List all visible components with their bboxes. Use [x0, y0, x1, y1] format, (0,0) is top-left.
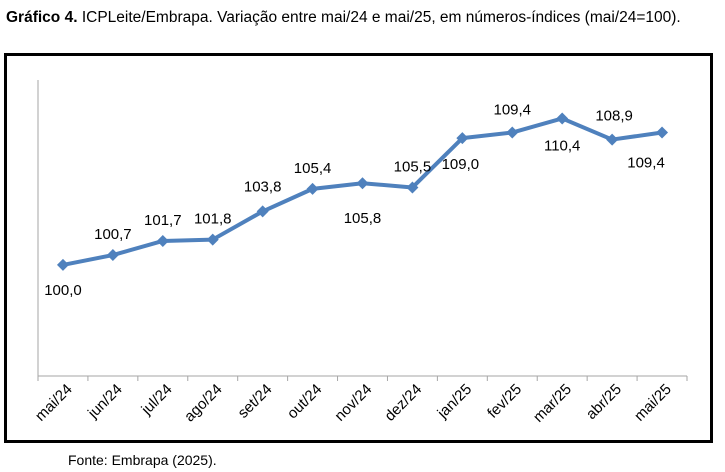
data-point-marker	[106, 249, 119, 262]
data-point-marker	[256, 205, 269, 218]
x-tick-label: jan/25	[434, 381, 476, 423]
x-tick-label: abr/25	[583, 381, 625, 423]
data-point-marker	[656, 126, 669, 139]
data-label: 105,4	[294, 160, 332, 177]
data-label: 101,7	[144, 212, 182, 229]
data-point-marker	[306, 182, 319, 195]
source-note: Fonte: Embrapa (2025).	[68, 452, 217, 468]
x-tick-label: jul/24	[138, 381, 176, 419]
x-tick-label: jun/24	[84, 381, 126, 423]
x-tick-label: mar/25	[530, 381, 575, 426]
data-label: 110,4	[544, 137, 580, 154]
line-chart: 100,0 100,7 101,7 101,8 103,8 105,4 105,8 105,5…	[32, 80, 688, 426]
figure-caption: Gráfico 4. ICPLeite/Embrapa. Variação en…	[6, 7, 718, 28]
x-tick-label: nov/24	[331, 381, 375, 425]
data-label: 109,0	[442, 156, 480, 173]
data-label: 100,0	[44, 282, 82, 299]
x-tick-label: mai/25	[631, 381, 675, 425]
caption-label: Gráfico 4.	[6, 9, 78, 26]
data-point-marker	[56, 258, 69, 271]
data-label: 100,7	[94, 226, 132, 243]
chart-frame: 100,0 100,7 101,7 101,8 103,8 105,4 105,8 105,5…	[4, 53, 713, 443]
data-point-marker	[556, 112, 569, 125]
data-point-marker	[506, 126, 519, 139]
x-tick-label: dez/24	[381, 381, 425, 425]
data-label: 109,4	[627, 155, 665, 172]
data-point-marker	[356, 177, 369, 190]
data-label: 103,8	[244, 178, 282, 195]
data-point-marker	[456, 132, 469, 145]
x-tick-label: ago/24	[181, 381, 225, 425]
data-label: 105,5	[394, 158, 432, 175]
caption-text: ICPLeite/Embrapa. Variação entre mai/24 …	[81, 9, 681, 26]
data-point-marker	[156, 234, 169, 247]
data-point-marker	[206, 233, 219, 246]
x-tick-label: fev/25	[484, 381, 525, 422]
data-label: 109,4	[493, 102, 531, 119]
data-label: 108,9	[595, 108, 633, 125]
x-tick-label: mai/24	[32, 381, 76, 425]
x-tick-label: out/24	[284, 381, 326, 423]
data-label: 105,8	[344, 210, 382, 227]
data-point-marker	[606, 133, 619, 146]
data-label: 101,8	[194, 211, 232, 228]
x-tick-label: set/24	[235, 381, 276, 422]
data-point-marker	[406, 181, 419, 194]
